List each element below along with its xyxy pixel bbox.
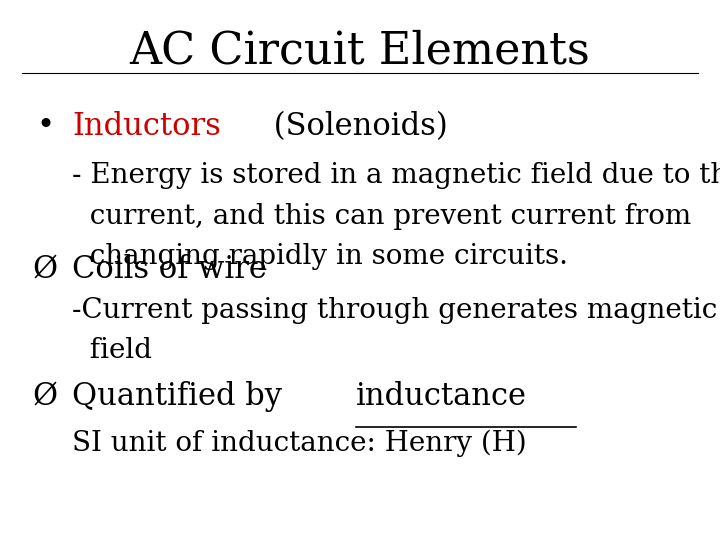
Text: AC Circuit Elements: AC Circuit Elements xyxy=(130,30,590,73)
Text: Ø: Ø xyxy=(32,381,58,411)
Text: SI unit of inductance: Henry (H): SI unit of inductance: Henry (H) xyxy=(72,429,527,457)
Text: Quantified by: Quantified by xyxy=(72,381,292,411)
Text: •: • xyxy=(36,111,54,141)
Text: current, and this can prevent current from: current, and this can prevent current fr… xyxy=(72,202,691,230)
Text: (Solenoids): (Solenoids) xyxy=(264,111,448,141)
Text: -Current passing through generates magnetic: -Current passing through generates magne… xyxy=(72,297,717,324)
Text: inductance: inductance xyxy=(356,381,526,411)
Text: changing rapidly in some circuits.: changing rapidly in some circuits. xyxy=(72,243,568,270)
Text: Ø: Ø xyxy=(32,254,58,285)
Text: Coils of wire: Coils of wire xyxy=(72,254,267,285)
Text: Inductors: Inductors xyxy=(72,111,221,141)
Text: field: field xyxy=(72,338,152,364)
Text: - Energy is stored in a magnetic field due to the: - Energy is stored in a magnetic field d… xyxy=(72,162,720,189)
